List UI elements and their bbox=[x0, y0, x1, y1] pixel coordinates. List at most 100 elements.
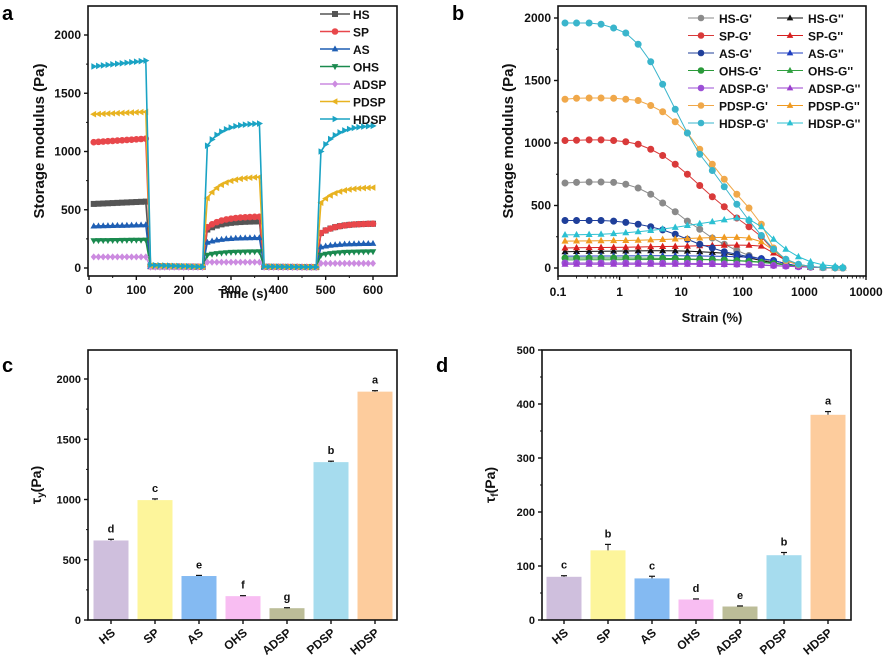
legend-label-b: AS-G'' bbox=[808, 47, 844, 61]
data-point-a bbox=[95, 222, 102, 229]
data-point-a bbox=[227, 177, 234, 185]
legend-label-b: ADSP-G' bbox=[719, 82, 769, 96]
y-tick-label-d: 0 bbox=[529, 615, 535, 627]
data-point-b bbox=[733, 260, 741, 268]
data-point-a bbox=[242, 121, 249, 128]
data-point-a bbox=[208, 188, 215, 196]
data-point-a bbox=[257, 120, 263, 127]
data-point-a bbox=[317, 252, 325, 259]
legend-label-a: OHS bbox=[353, 61, 379, 75]
data-point-a bbox=[208, 251, 216, 258]
data-point-b bbox=[622, 180, 630, 188]
legend-marker bbox=[697, 84, 705, 92]
data-point-a bbox=[313, 263, 320, 271]
y-tick-label-a: 0 bbox=[74, 261, 81, 275]
data-point-b bbox=[720, 233, 728, 240]
significance-letter: e bbox=[196, 559, 202, 571]
data-point-b bbox=[585, 260, 593, 267]
data-point-b bbox=[634, 260, 642, 267]
data-point-a bbox=[142, 198, 149, 205]
data-point-b bbox=[573, 247, 581, 255]
data-point-b bbox=[671, 235, 679, 242]
data-point-a bbox=[337, 129, 344, 136]
data-point-b bbox=[671, 260, 679, 267]
data-point-a bbox=[271, 263, 278, 270]
data-point-b bbox=[671, 223, 679, 230]
y-tick-label-a: 500 bbox=[61, 203, 81, 217]
data-point-b bbox=[561, 231, 569, 238]
legend-marker bbox=[697, 32, 705, 39]
data-point-a bbox=[232, 258, 239, 266]
data-point-a bbox=[341, 259, 348, 267]
data-point-b bbox=[782, 255, 790, 263]
data-point-a bbox=[346, 125, 353, 133]
x-tick-label-d: SP bbox=[594, 626, 615, 647]
data-point-b bbox=[745, 234, 753, 241]
data-point-b bbox=[659, 235, 667, 243]
data-point-a bbox=[360, 240, 367, 247]
data-point-b bbox=[610, 236, 618, 244]
legend-item-a: PDSP bbox=[320, 96, 386, 110]
y-axis-label-d-main: τ bbox=[482, 496, 498, 503]
data-point-b bbox=[683, 242, 691, 249]
legend-label-b: AS-G' bbox=[719, 47, 752, 61]
data-point-a bbox=[365, 259, 372, 267]
data-point-a bbox=[251, 234, 258, 241]
data-point-a bbox=[142, 221, 150, 228]
data-point-a bbox=[355, 185, 362, 192]
data-point-b bbox=[634, 227, 642, 235]
data-point-a bbox=[346, 240, 353, 247]
data-point-a bbox=[123, 199, 130, 206]
bar-pdsp bbox=[313, 462, 349, 620]
data-point-b bbox=[597, 247, 605, 254]
bar-as bbox=[181, 576, 217, 620]
data-point-a bbox=[99, 110, 106, 118]
data-point-b bbox=[573, 260, 581, 267]
data-point-a bbox=[123, 221, 131, 228]
data-point-a bbox=[304, 263, 311, 271]
bar-group-d-as: c bbox=[634, 560, 670, 620]
y-tick-label-c: 0 bbox=[75, 615, 81, 627]
data-point-a bbox=[123, 109, 130, 117]
data-point-a bbox=[327, 251, 334, 258]
data-point-a bbox=[143, 57, 150, 64]
data-point-b bbox=[561, 237, 569, 244]
data-point-a bbox=[171, 262, 178, 270]
data-point-a bbox=[214, 131, 221, 139]
legend-label-b: SP-G' bbox=[719, 30, 751, 44]
data-point-b bbox=[671, 247, 679, 254]
series-a-hs bbox=[90, 198, 376, 271]
data-point-b bbox=[573, 94, 581, 102]
legend-marker bbox=[331, 64, 339, 71]
data-point-a bbox=[142, 237, 150, 244]
data-point-a bbox=[370, 259, 376, 267]
data-point-b bbox=[696, 150, 704, 158]
data-point-a bbox=[256, 249, 263, 256]
data-point-b bbox=[671, 105, 679, 113]
data-point-a bbox=[96, 62, 103, 70]
data-point-b bbox=[733, 252, 741, 260]
y-tick-label-c: 1000 bbox=[57, 495, 81, 507]
data-point-b bbox=[696, 182, 704, 190]
data-point-a bbox=[328, 135, 334, 143]
legend-item-a: OHS bbox=[320, 61, 379, 75]
x-tick-label-d: HDSP bbox=[800, 626, 835, 658]
data-point-a bbox=[90, 238, 98, 245]
axis-ticks-b: 0.1 1 10 100 1000 10000 0 500 1000 1500 2000 bbox=[524, 11, 883, 299]
data-point-b bbox=[647, 58, 655, 66]
data-point-a bbox=[100, 253, 107, 261]
data-point-b bbox=[561, 179, 569, 187]
x-tick-label-d: AS bbox=[637, 626, 659, 647]
data-point-a bbox=[133, 253, 140, 261]
data-point-a bbox=[290, 263, 297, 271]
plot-area-c: d c e f g b a bbox=[93, 375, 393, 620]
data-point-a bbox=[213, 236, 221, 243]
data-point-a bbox=[237, 249, 244, 256]
data-point-a bbox=[233, 122, 240, 130]
data-point-a bbox=[218, 221, 225, 228]
data-point-a bbox=[222, 235, 230, 242]
x-tick-label-b: 100 bbox=[733, 285, 753, 299]
x-tick-label-d: OHS bbox=[674, 626, 703, 653]
y-tick-label-a: 1000 bbox=[54, 145, 81, 159]
panel-letter-d: d bbox=[436, 355, 448, 377]
